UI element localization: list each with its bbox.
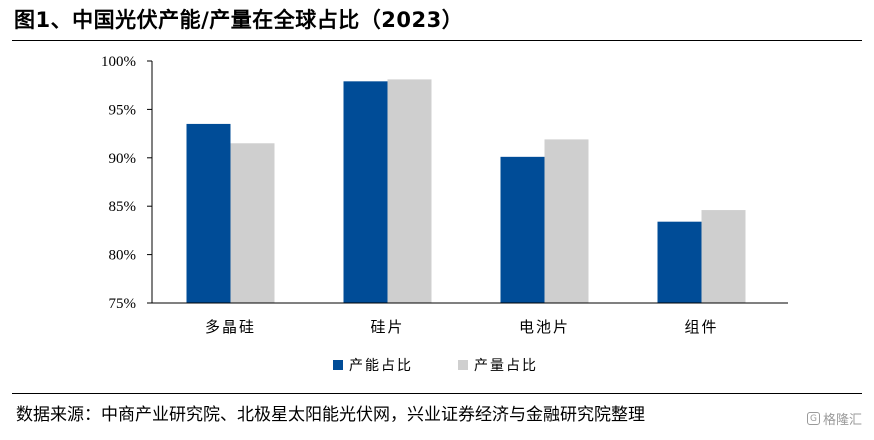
bar-output-3: [701, 210, 746, 303]
bar-output-1: [387, 79, 432, 303]
bar-chart: 多晶硅 硅片 电池片 组件 75% 80% 85% 90% 95% 100% 产能占比 产量占比: [101, 54, 788, 374]
bottom-divider: [12, 393, 862, 394]
y-tick-label: 100%: [101, 54, 136, 70]
y-tick-label: 80%: [109, 248, 137, 264]
bar-capacity-2: [500, 156, 545, 303]
x-tick-label: 硅片: [370, 318, 404, 336]
legend-swatch-capacity: [333, 360, 343, 370]
watermark-logo-icon: G: [806, 412, 820, 425]
top-divider: [12, 40, 862, 41]
legend-label: 产能占比: [349, 358, 413, 374]
bar-capacity-1: [343, 81, 388, 303]
watermark-text: 格隆汇: [822, 413, 862, 428]
y-tick-label: 85%: [109, 199, 137, 215]
x-tick-label: 组件: [684, 318, 718, 336]
y-tick-label: 95%: [109, 102, 137, 118]
y-tick-label: 90%: [109, 151, 137, 167]
bar-output-2: [544, 139, 589, 303]
bar-capacity-0: [186, 123, 231, 303]
legend-label: 产量占比: [474, 358, 538, 374]
bar-capacity-3: [657, 221, 702, 303]
legend-swatch-output: [458, 360, 468, 370]
y-tick-label: 75%: [109, 296, 137, 312]
chart-title: 图1、中国光伏产能/产量在全球占比（2023）: [14, 8, 464, 32]
x-tick-label: 多晶硅: [205, 318, 256, 336]
source-note: 数据来源：中商产业研究院、北极星太阳能光伏网，兴业证券经济与金融研究院整理: [16, 405, 645, 425]
bar-output-0: [230, 143, 275, 303]
x-tick-label: 电池片: [519, 318, 570, 336]
watermark: G 格隆汇: [806, 409, 862, 428]
